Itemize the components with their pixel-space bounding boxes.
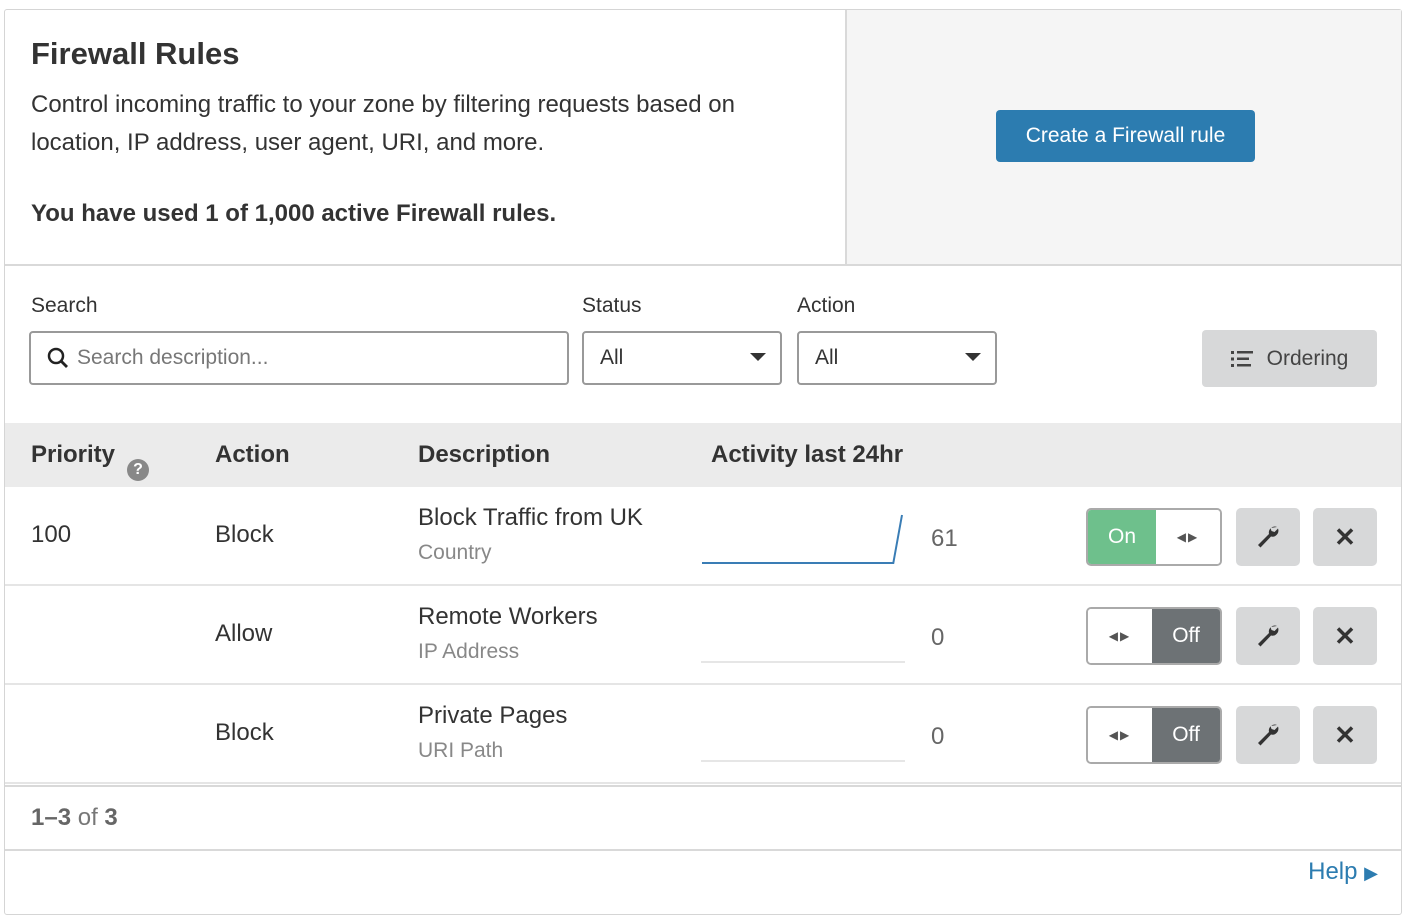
toggle-handle-icon: ◀▶	[1156, 510, 1220, 564]
wrench-icon	[1258, 625, 1279, 647]
search-input[interactable]: Search description...	[29, 331, 569, 385]
pagination-of: of	[77, 804, 98, 831]
status-select[interactable]: All	[582, 331, 782, 385]
action-label: Action	[797, 294, 856, 317]
page-description: Control incoming traffic to your zone by…	[31, 91, 735, 156]
wrench-icon	[1258, 526, 1279, 548]
search-label: Search	[31, 294, 98, 317]
header-actions: Create a Firewall rule	[845, 10, 1401, 264]
activity-line	[702, 514, 903, 564]
header: Firewall Rules Control incoming traffic …	[5, 10, 1401, 266]
search-icon	[47, 347, 68, 368]
status-toggle[interactable]: ◀▶ Off	[1086, 706, 1222, 764]
page-title: Firewall Rules	[31, 36, 240, 71]
close-icon: ✕	[1334, 620, 1356, 651]
close-icon: ✕	[1334, 521, 1356, 552]
close-icon: ✕	[1334, 719, 1356, 750]
edit-button[interactable]	[1236, 508, 1300, 566]
rule-action: Allow	[215, 620, 273, 647]
column-priority-label: Priority	[31, 441, 116, 468]
header-info: Firewall Rules Control incoming traffic …	[5, 10, 845, 264]
activity-count: 61	[931, 525, 958, 552]
help-icon[interactable]: ?	[127, 459, 150, 481]
chevron-down-icon	[750, 353, 766, 361]
rule-name: Block Traffic from UK	[418, 504, 643, 531]
chevron-down-icon	[965, 353, 981, 361]
rule-priority: 100	[31, 521, 72, 548]
rule-action: Block	[215, 719, 274, 746]
rule-name: Remote Workers	[418, 603, 598, 630]
ordering-button[interactable]: Ordering	[1202, 330, 1377, 387]
status-toggle[interactable]: On ◀▶	[1086, 508, 1222, 566]
action-value: All	[815, 346, 839, 369]
delete-button[interactable]: ✕	[1313, 607, 1377, 665]
pagination-total: 3	[104, 804, 118, 831]
search-placeholder: Search description...	[77, 346, 269, 369]
activity-sparkline	[701, 760, 905, 762]
usage-text: You have used 1 of 1,000 active Firewall…	[31, 200, 557, 227]
firewall-rules-card: Firewall Rules Control incoming traffic …	[4, 9, 1402, 915]
delete-button[interactable]: ✕	[1313, 706, 1377, 764]
table-header: Priority? Action Description Activity la…	[5, 423, 1401, 487]
activity-sparkline	[701, 661, 905, 663]
action-select[interactable]: All	[797, 331, 997, 385]
edit-button[interactable]	[1236, 706, 1300, 764]
caret-right-icon: ▶	[1364, 863, 1378, 883]
toggle-handle-icon: ◀▶	[1088, 609, 1152, 663]
column-action: Action	[215, 441, 290, 468]
list-icon	[1230, 350, 1253, 367]
status-toggle[interactable]: ◀▶ Off	[1086, 607, 1222, 665]
rule-type: URI Path	[418, 739, 504, 762]
toggle-handle-icon: ◀▶	[1088, 708, 1152, 762]
delete-button[interactable]: ✕	[1313, 508, 1377, 566]
pagination: 1–3 of 3	[5, 785, 1401, 851]
wrench-icon	[1258, 724, 1279, 746]
help-link[interactable]: Help ▶	[1308, 858, 1378, 886]
status-value: All	[600, 346, 624, 369]
column-activity: Activity last 24hr	[711, 441, 904, 468]
edit-button[interactable]	[1236, 607, 1300, 665]
activity-count: 0	[931, 723, 945, 750]
create-rule-button[interactable]: Create a Firewall rule	[996, 110, 1255, 162]
rule-type: IP Address	[418, 640, 520, 663]
table-row: Block Private Pages URI Path 0 ◀▶ Off ✕	[5, 685, 1401, 784]
column-description: Description	[418, 441, 551, 468]
rule-type: Country	[418, 541, 492, 564]
ordering-label: Ordering	[1266, 346, 1349, 370]
status-off-label: Off	[1152, 609, 1220, 663]
status-label: Status	[582, 294, 642, 317]
column-priority[interactable]: Priority?	[31, 441, 150, 481]
pagination-range: 1–3	[31, 804, 72, 831]
rule-name: Private Pages	[418, 702, 568, 729]
status-on-label: On	[1088, 510, 1156, 564]
table-row: Allow Remote Workers IP Address 0 ◀▶ Off …	[5, 586, 1401, 685]
status-off-label: Off	[1152, 708, 1220, 762]
table-row: 100 Block Block Traffic from UK Country …	[5, 487, 1401, 586]
help-label: Help	[1308, 858, 1358, 885]
rule-action: Block	[215, 521, 274, 548]
activity-count: 0	[931, 624, 945, 651]
activity-sparkline	[702, 514, 903, 564]
